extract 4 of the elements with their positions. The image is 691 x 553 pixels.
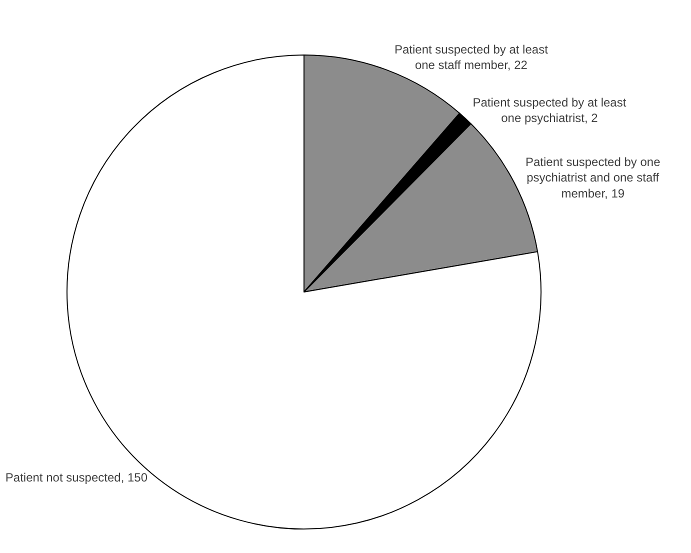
slice-label: Patient suspected by at least one staff member, 22 bbox=[394, 42, 549, 72]
slice-label: Patient not suspected, 150 bbox=[5, 470, 148, 484]
slice-label: Patient suspected by at least one psychiatrist, 2 bbox=[472, 96, 627, 126]
slice-label: Patient suspected by one psychiatrist and one staff member, 19 bbox=[525, 155, 661, 200]
